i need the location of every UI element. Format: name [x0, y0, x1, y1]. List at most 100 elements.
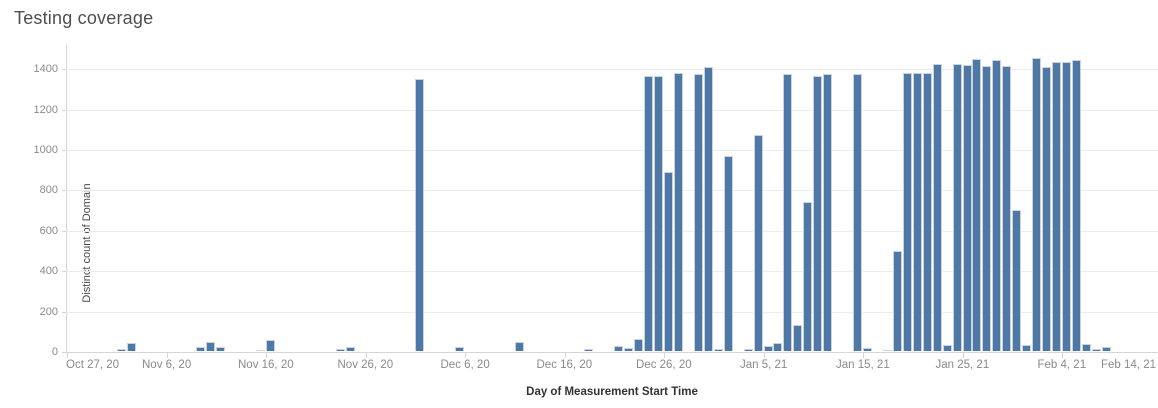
- x-axis-line: [66, 352, 1158, 353]
- bar[interactable]: [753, 135, 763, 351]
- bar[interactable]: [1012, 210, 1022, 351]
- bar[interactable]: [126, 343, 136, 351]
- bar[interactable]: [1052, 62, 1062, 351]
- bar[interactable]: [1091, 349, 1101, 351]
- bar[interactable]: [942, 345, 952, 351]
- y-tick-label: 800: [39, 184, 58, 196]
- bar[interactable]: [455, 347, 465, 351]
- y-tick-label: 1400: [33, 63, 58, 75]
- bar[interactable]: [922, 73, 932, 351]
- y-tick-mark: [62, 69, 66, 70]
- y-tick-label: 600: [39, 225, 58, 237]
- bar[interactable]: [803, 202, 813, 351]
- bar[interactable]: [902, 73, 912, 351]
- x-tick-label: Nov 6, 20: [142, 359, 192, 371]
- y-tick-label: 1200: [33, 104, 58, 116]
- bar[interactable]: [1071, 60, 1081, 351]
- bar[interactable]: [1002, 66, 1012, 351]
- bar[interactable]: [743, 349, 753, 351]
- bar[interactable]: [892, 251, 902, 351]
- bar[interactable]: [266, 340, 275, 351]
- bar[interactable]: [415, 79, 425, 351]
- chart-title: Testing coverage: [14, 8, 154, 28]
- x-tick-label: Jan 15, 21: [836, 359, 890, 371]
- bar[interactable]: [952, 64, 962, 351]
- gridline: [66, 312, 1158, 313]
- x-tick-mark: [1062, 353, 1063, 358]
- x-tick-label: Dec 26, 20: [636, 359, 692, 371]
- y-tick-label: 1000: [33, 144, 58, 156]
- x-tick-mark: [266, 353, 267, 358]
- gridline: [66, 190, 1158, 191]
- y-tick-mark: [62, 271, 66, 272]
- bar[interactable]: [793, 325, 803, 351]
- y-tick-mark: [62, 150, 66, 151]
- bar[interactable]: [634, 339, 644, 351]
- bar[interactable]: [853, 74, 863, 351]
- bar[interactable]: [713, 349, 723, 351]
- gridline: [66, 110, 1158, 111]
- bar[interactable]: [1022, 345, 1032, 351]
- bar[interactable]: [514, 342, 524, 351]
- x-tick-mark: [763, 353, 765, 358]
- y-tick-mark: [62, 312, 66, 313]
- bar[interactable]: [196, 347, 206, 351]
- x-tick-label: Oct 27, 20: [66, 359, 120, 371]
- bar[interactable]: [912, 73, 922, 351]
- bar[interactable]: [823, 74, 833, 351]
- bar[interactable]: [584, 349, 594, 351]
- bar[interactable]: [783, 74, 793, 351]
- bar[interactable]: [972, 59, 982, 351]
- bar[interactable]: [763, 346, 773, 351]
- bar[interactable]: [664, 172, 673, 351]
- bar[interactable]: [703, 67, 713, 351]
- y-tick-label: 0: [51, 346, 58, 358]
- bar[interactable]: [335, 349, 345, 351]
- bar[interactable]: [1032, 58, 1042, 351]
- bar[interactable]: [654, 76, 664, 351]
- y-tick-mark: [62, 190, 66, 191]
- bar[interactable]: [216, 347, 226, 351]
- bar[interactable]: [992, 60, 1002, 351]
- bar[interactable]: [206, 342, 216, 351]
- x-tick-label: Dec 16, 20: [536, 359, 593, 371]
- bar[interactable]: [863, 348, 872, 351]
- bar[interactable]: [932, 64, 942, 351]
- gridline: [66, 69, 1158, 70]
- bar[interactable]: [673, 73, 683, 351]
- bar[interactable]: [256, 350, 266, 351]
- x-tick-mark: [166, 353, 168, 358]
- bar[interactable]: [644, 76, 654, 351]
- x-tick-mark: [962, 353, 964, 358]
- x-tick-label: Dec 6, 20: [440, 359, 490, 371]
- x-tick-label: Jan 5, 21: [740, 359, 788, 371]
- bar[interactable]: [624, 348, 634, 351]
- bar[interactable]: [1101, 347, 1111, 351]
- bar[interactable]: [1042, 67, 1052, 351]
- x-tick-label: Jan 25, 21: [935, 359, 990, 371]
- y-tick-mark: [62, 231, 66, 232]
- x-tick-mark: [564, 353, 566, 358]
- y-tick-label: 400: [39, 265, 58, 277]
- x-tick-mark: [67, 353, 68, 358]
- bar[interactable]: [693, 74, 703, 351]
- x-tick-mark: [664, 353, 665, 358]
- bar[interactable]: [116, 349, 126, 351]
- bar[interactable]: [614, 346, 624, 351]
- gridline: [66, 231, 1158, 232]
- x-tick-label: Feb 4, 21: [1037, 359, 1087, 371]
- bar[interactable]: [723, 156, 733, 351]
- bar[interactable]: [962, 65, 972, 351]
- x-tick-label: Feb 14, 21: [1101, 359, 1156, 371]
- bar[interactable]: [1081, 344, 1091, 351]
- bar[interactable]: [813, 76, 823, 351]
- bar[interactable]: [882, 350, 892, 351]
- bar[interactable]: [982, 66, 992, 351]
- bar[interactable]: [345, 347, 355, 351]
- x-tick-mark: [863, 353, 864, 358]
- x-tick-mark: [365, 353, 367, 358]
- bar[interactable]: [773, 343, 783, 351]
- gridline: [66, 150, 1158, 151]
- bar[interactable]: [1062, 62, 1071, 351]
